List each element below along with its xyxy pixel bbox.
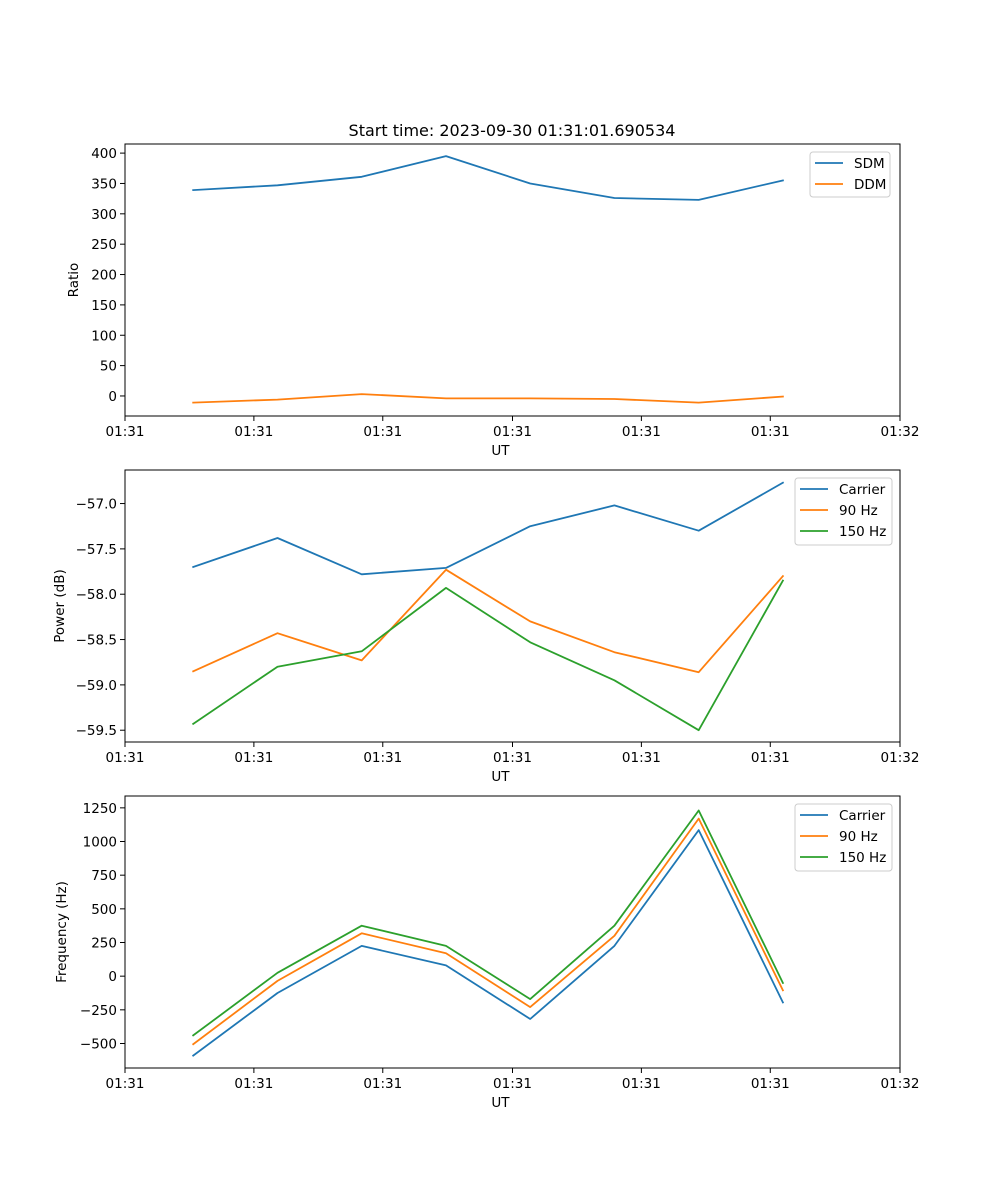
power-x-tick-label: 01:31 — [363, 750, 402, 766]
power-x-tick-label: 01:31 — [751, 750, 790, 766]
ratio-x-tick-label: 01:32 — [881, 424, 920, 440]
ratio-series-sdm-line — [192, 155, 784, 201]
power-y-axis-label: Power (dB) — [52, 569, 68, 642]
frequency-panel: 01:31 01:31 01:31 01:31 01:31 01:31 01:32 −500 −… — [54, 795, 920, 1111]
power-x-tick-label: 01:31 — [622, 750, 661, 766]
frequency-x-tick-label: 01:31 — [493, 1076, 532, 1092]
ratio-y-tick-label: 400 — [91, 146, 117, 162]
frequency-series-90hz-line — [191, 817, 785, 1046]
frequency-x-tick-label: 01:32 — [881, 1076, 920, 1092]
power-x-tick-label: 01:31 — [234, 750, 273, 766]
ratio-series-ddm-line — [192, 393, 784, 404]
frequency-y-tick-label: −250 — [80, 1003, 117, 1019]
power-y-tick-label: −57.0 — [76, 497, 117, 513]
power-legend-box — [794, 477, 893, 546]
power-series-150hz-line — [191, 579, 785, 732]
power-y-tick-label: −58.5 — [76, 633, 117, 649]
power-legend-label-90hz: 90 Hz — [839, 503, 878, 519]
frequency-x-tick-label: 01:31 — [363, 1076, 402, 1092]
power-x-tick-label: 01:31 — [106, 750, 145, 766]
ratio-y-tick-label: 150 — [91, 298, 117, 314]
frequency-legend-label-carrier: Carrier — [839, 808, 886, 824]
frequency-x-tick-label: 01:31 — [751, 1076, 790, 1092]
frequency-y-tick-label: 750 — [91, 868, 117, 884]
ratio-y-tick-label: 350 — [91, 176, 117, 192]
frequency-legend-label-90hz: 90 Hz — [839, 829, 878, 845]
power-legend-label-carrier: Carrier — [839, 482, 886, 498]
power-x-tick-label: 01:32 — [881, 750, 920, 766]
power-y-tick-label: −59.5 — [76, 723, 117, 739]
ratio-y-tick-label: 50 — [100, 359, 117, 375]
power-x-tick-label: 01:31 — [493, 750, 532, 766]
ratio-panel: 01:31 01:31 01:31 01:31 01:31 01:31 01:32 0 50 10… — [66, 143, 920, 459]
frequency-x-axis-label: UT — [491, 1095, 510, 1111]
figure-title: Start time: 2023-09-30 01:31:01.690534 — [349, 121, 676, 140]
frequency-x-tick-label: 01:31 — [622, 1076, 661, 1092]
power-legend: Carrier 90 Hz 150 Hz — [794, 477, 893, 546]
power-series-carrier-line — [192, 481, 785, 576]
frequency-y-tick-label: 250 — [91, 936, 117, 952]
frequency-y-tick-label: 0 — [108, 969, 117, 985]
frequency-legend-box — [794, 803, 893, 872]
ratio-x-tick-label: 01:31 — [493, 424, 532, 440]
frequency-legend: Carrier 90 Hz 150 Hz — [794, 803, 893, 872]
power-y-tick-label: −59.0 — [76, 678, 117, 694]
ratio-x-tick-label: 01:31 — [234, 424, 273, 440]
power-x-axis-label: UT — [491, 769, 510, 785]
ratio-y-axis-label: Ratio — [66, 263, 82, 298]
ratio-legend-label-sdm: SDM — [854, 156, 885, 172]
ratio-legend-label-ddm: DDM — [854, 177, 886, 193]
frequency-series-150hz-line — [191, 809, 785, 1037]
power-y-tick-label: −57.5 — [76, 542, 117, 558]
ratio-y-tick-label: 100 — [91, 328, 117, 344]
frequency-y-tick-label: 500 — [91, 902, 117, 918]
ratio-y-tick-label: 300 — [91, 207, 117, 223]
ratio-legend: SDM DDM — [809, 151, 891, 198]
ratio-x-tick-label: 01:31 — [751, 424, 790, 440]
ratio-y-tick-label: 200 — [91, 268, 117, 284]
ratio-y-tick-label: 250 — [91, 237, 117, 253]
power-panel: 01:31 01:31 01:31 01:31 01:31 01:31 01:32 −59.5… — [52, 469, 920, 785]
frequency-x-tick-label: 01:31 — [234, 1076, 273, 1092]
power-series-90hz-line — [192, 568, 785, 674]
power-y-tick-label: −58.0 — [76, 587, 117, 603]
frequency-y-axis-label: Frequency (Hz) — [54, 881, 70, 983]
ratio-x-axis-label: UT — [491, 443, 510, 459]
ratio-x-tick-label: 01:31 — [363, 424, 402, 440]
frequency-series-carrier-line — [191, 829, 785, 1057]
frequency-y-tick-label: −500 — [80, 1036, 117, 1052]
frequency-y-tick-label: 1250 — [83, 801, 117, 817]
frequency-x-tick-label: 01:31 — [106, 1076, 145, 1092]
ratio-x-tick-label: 01:31 — [106, 424, 145, 440]
frequency-y-tick-label: 1000 — [83, 835, 117, 851]
ratio-y-tick-label: 0 — [108, 389, 117, 405]
frequency-legend-label-150hz: 150 Hz — [839, 850, 886, 866]
power-legend-label-150hz: 150 Hz — [839, 524, 886, 540]
ratio-x-tick-label: 01:31 — [622, 424, 661, 440]
